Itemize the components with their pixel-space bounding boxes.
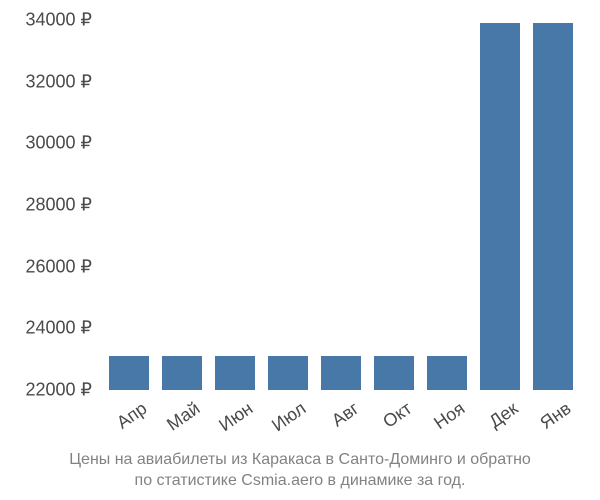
plot-area <box>105 20 590 390</box>
bar <box>480 23 520 390</box>
y-tick-label: 28000 ₽ <box>25 195 92 216</box>
x-tick-label: Апр <box>100 398 151 443</box>
bar <box>374 356 414 390</box>
caption-line-2: по статистике Csmia.aero в динамике за г… <box>135 472 466 489</box>
x-tick-label: Май <box>153 398 204 443</box>
x-tick-label: Окт <box>365 398 416 443</box>
bar <box>427 356 467 390</box>
y-tick-label: 24000 ₽ <box>25 318 92 339</box>
x-tick-label: Дек <box>471 398 522 443</box>
x-tick-label: Авг <box>312 398 363 443</box>
bar <box>215 356 255 390</box>
x-tick-label: Ноя <box>418 398 469 443</box>
bar <box>533 23 573 390</box>
x-tick-label: Июл <box>259 398 310 443</box>
x-tick-label: Июн <box>206 398 257 443</box>
y-tick-label: 32000 ₽ <box>25 71 92 92</box>
x-tick-label: Янв <box>524 398 575 443</box>
caption-line-1: Цены на авиабилеты из Каракаса в Санто-Д… <box>69 451 531 468</box>
y-tick-label: 26000 ₽ <box>25 256 92 277</box>
y-tick-label: 34000 ₽ <box>25 10 92 31</box>
x-axis: АпрМайИюнИюлАвгОктНояДекЯнв <box>105 392 590 452</box>
bar <box>162 356 202 390</box>
price-chart: 22000 ₽ 24000 ₽ 26000 ₽ 28000 ₽ 30000 ₽ 32000… <box>0 0 600 500</box>
y-axis: 22000 ₽24000 ₽26000 ₽28000 ₽30000 ₽32000… <box>0 20 100 390</box>
y-tick-label: 22000 ₽ <box>25 380 92 401</box>
chart-caption: Цены на авиабилеты из Каракаса в Санто-Д… <box>0 449 600 492</box>
bar <box>321 356 361 390</box>
bar <box>109 356 149 390</box>
y-tick-label: 30000 ₽ <box>25 133 92 154</box>
bar <box>268 356 308 390</box>
